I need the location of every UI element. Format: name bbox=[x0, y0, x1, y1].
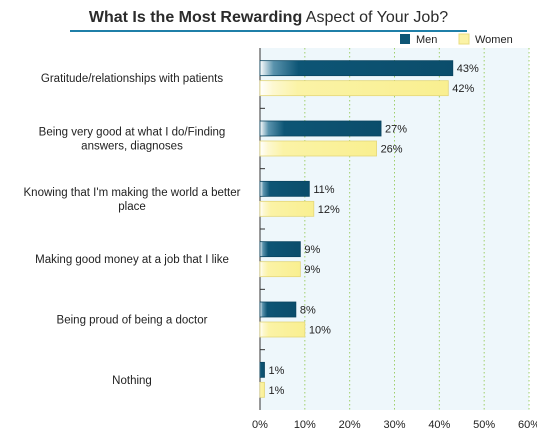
data-label-men: 43% bbox=[457, 63, 479, 75]
bar-women bbox=[259, 321, 306, 338]
bar-women bbox=[259, 80, 449, 97]
category-label: Making good money at a job that I like bbox=[35, 254, 229, 266]
data-label-women: 9% bbox=[304, 264, 320, 276]
x-tick-label: 30% bbox=[383, 419, 405, 431]
data-label-women: 12% bbox=[318, 204, 340, 216]
data-label-men: 8% bbox=[300, 305, 316, 317]
chart-title-bold: What Is the Most Rewarding bbox=[89, 9, 302, 26]
data-label-men: 27% bbox=[385, 124, 407, 136]
category-label: Knowing that I'm making the world a bett… bbox=[24, 187, 241, 199]
data-label-men: 9% bbox=[304, 244, 320, 256]
data-label-women: 42% bbox=[452, 83, 474, 95]
legend-swatch-women bbox=[458, 33, 470, 45]
x-tick-label: 0% bbox=[252, 419, 268, 431]
category-label: Being proud of being a doctor bbox=[57, 315, 208, 327]
legend-swatch-men bbox=[400, 34, 410, 44]
chart-title-regular: Aspect of Your Job? bbox=[302, 9, 448, 26]
category-label: place bbox=[118, 201, 146, 213]
x-tick-label: 10% bbox=[294, 419, 316, 431]
x-tick-label: 20% bbox=[339, 419, 361, 431]
x-tick-label: 40% bbox=[428, 419, 450, 431]
title-underline bbox=[70, 30, 467, 32]
category-label: answers, diagnoses bbox=[81, 141, 183, 153]
legend-label-women: Women bbox=[475, 34, 513, 46]
chart-title: What Is the Most Rewarding Aspect of You… bbox=[89, 9, 448, 26]
bar-men bbox=[259, 361, 265, 378]
bar-women bbox=[259, 200, 315, 217]
data-label-men: 1% bbox=[268, 365, 284, 377]
category-label: Nothing bbox=[112, 375, 152, 387]
bar-women bbox=[259, 261, 301, 278]
data-label-women: 1% bbox=[268, 385, 284, 397]
bar-women bbox=[259, 381, 265, 398]
bar-men bbox=[259, 301, 297, 318]
bar-women bbox=[259, 140, 377, 157]
category-label: Gratitude/relationships with patients bbox=[41, 73, 223, 85]
bar-men bbox=[259, 180, 310, 197]
legend-label-men: Men bbox=[416, 34, 437, 46]
x-tick-label: 60% bbox=[518, 419, 537, 431]
category-label: Being very good at what I do/Finding bbox=[39, 127, 226, 139]
data-label-women: 10% bbox=[309, 325, 331, 337]
data-label-men: 11% bbox=[313, 184, 334, 196]
data-label-women: 26% bbox=[381, 144, 403, 156]
bar-men bbox=[259, 60, 454, 77]
bar-men bbox=[259, 120, 382, 137]
bar-men bbox=[259, 241, 301, 258]
x-tick-label: 50% bbox=[473, 419, 495, 431]
